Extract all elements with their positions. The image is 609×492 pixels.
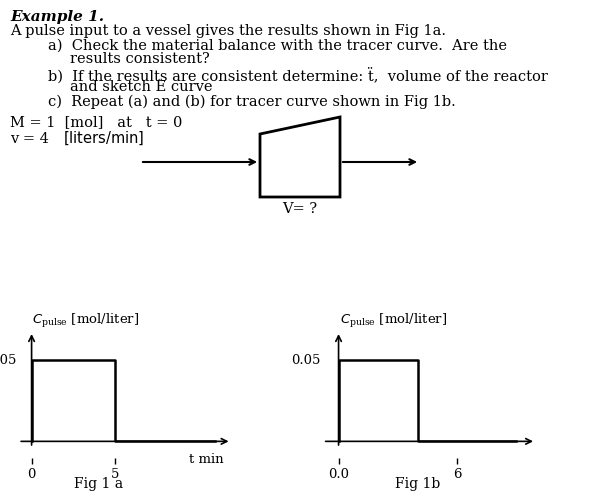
Text: and sketch E curve: and sketch E curve [70, 80, 213, 94]
Text: results consistent?: results consistent? [70, 52, 209, 66]
Text: t min: t min [189, 453, 224, 466]
Text: c)  Repeat (a) and (b) for tracer curve shown in Fig 1b.: c) Repeat (a) and (b) for tracer curve s… [48, 95, 456, 109]
Text: M = 1  [mol]   at   t = 0: M = 1 [mol] at t = 0 [10, 115, 182, 129]
Text: V= ?: V= ? [283, 202, 317, 216]
Text: 0.05: 0.05 [0, 354, 16, 367]
Text: v = 4: v = 4 [10, 132, 49, 146]
Text: b)  If the results are consistent determine: ẗ,  volume of the reactor: b) If the results are consistent determi… [48, 67, 548, 83]
Text: $C_{\mathregular{pulse}}$ [mol/liter]: $C_{\mathregular{pulse}}$ [mol/liter] [32, 311, 139, 330]
Text: a)  Check the material balance with the tracer curve.  Are the: a) Check the material balance with the t… [48, 39, 507, 53]
Text: A pulse input to a vessel gives the results shown in Fig 1a.: A pulse input to a vessel gives the resu… [10, 24, 446, 38]
Text: Fig 1 a: Fig 1 a [74, 477, 123, 491]
Text: Example 1.: Example 1. [10, 10, 104, 24]
Text: 0.05: 0.05 [292, 354, 321, 367]
Text: $C_{\mathregular{pulse}}$ [mol/liter]: $C_{\mathregular{pulse}}$ [mol/liter] [340, 311, 447, 330]
Text: Fig 1b: Fig 1b [395, 477, 440, 491]
Text: $\left[\mathrm{liters/min}\right]$: $\left[\mathrm{liters/min}\right]$ [63, 130, 144, 148]
